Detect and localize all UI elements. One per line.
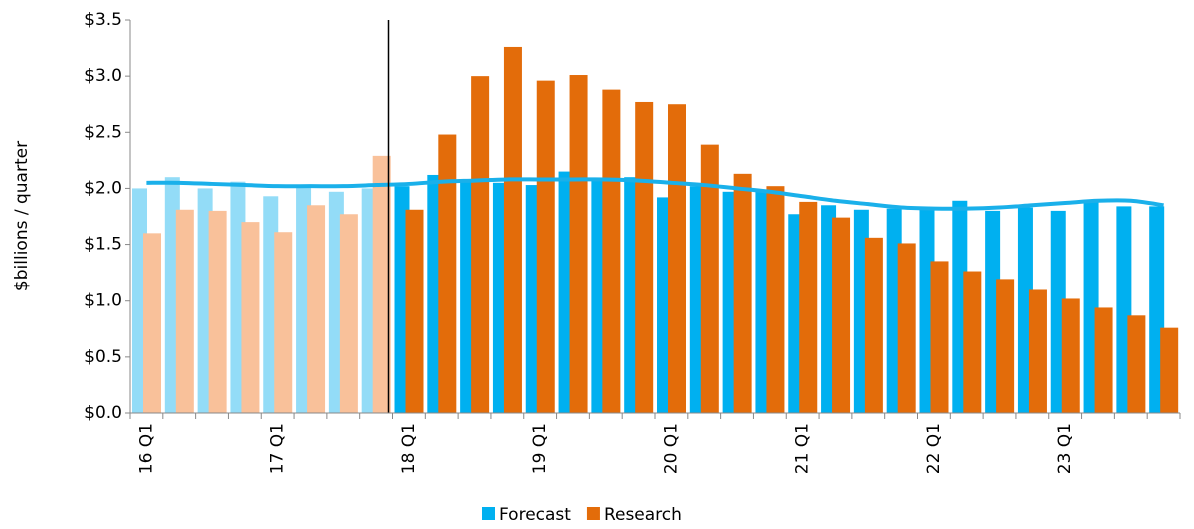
bar xyxy=(471,76,490,414)
trend-line xyxy=(146,177,1164,211)
bar xyxy=(339,214,358,413)
x-tick-label: 21 Q1 xyxy=(793,423,813,474)
bar xyxy=(700,144,719,413)
y-axis-label: $billions / quarter xyxy=(12,141,32,291)
y-tick-label: $2.5 xyxy=(84,122,122,142)
y-tick-label: $3.0 xyxy=(84,66,122,86)
bar xyxy=(897,243,916,413)
x-tick-label: 22 Q1 xyxy=(924,423,944,474)
bar xyxy=(766,186,785,413)
bar xyxy=(832,217,851,413)
bar xyxy=(372,155,391,413)
bar xyxy=(864,237,883,413)
bar xyxy=(1028,289,1047,413)
legend-swatch xyxy=(586,507,600,520)
y-tick-label: $0.5 xyxy=(84,347,122,367)
bar xyxy=(503,46,522,413)
x-tick-label: 23 Q1 xyxy=(1055,423,1075,474)
y-tick-label: $2.0 xyxy=(84,178,122,198)
legend-swatch xyxy=(482,507,495,520)
x-tick-label: 19 Q1 xyxy=(530,423,550,474)
bar xyxy=(733,173,752,413)
bar xyxy=(569,75,588,414)
bar xyxy=(438,134,457,413)
bar xyxy=(996,279,1015,413)
y-tick-label: $0.0 xyxy=(84,403,122,423)
bar xyxy=(143,233,161,413)
bar xyxy=(1094,307,1113,413)
bar xyxy=(1160,327,1179,413)
bar xyxy=(668,104,686,413)
x-tick-label: 17 Q1 xyxy=(268,423,288,474)
bar xyxy=(274,232,293,413)
x-tick-label: 18 Q1 xyxy=(399,423,419,474)
y-tick-label: $1.0 xyxy=(84,291,122,311)
bar xyxy=(241,222,260,413)
bar xyxy=(1061,298,1080,413)
legend-label: Research xyxy=(604,505,682,525)
bar xyxy=(405,209,424,413)
bar xyxy=(1127,315,1146,413)
y-tick-label: $1.5 xyxy=(84,235,122,255)
y-tick-label: $3.5 xyxy=(84,10,122,30)
x-tick-label: 16 Q1 xyxy=(136,423,156,474)
bar xyxy=(208,210,227,413)
bar xyxy=(963,271,982,413)
legend-label: Forecast xyxy=(499,505,571,525)
bar xyxy=(602,89,621,414)
bar xyxy=(930,261,949,413)
x-tick-label: 20 Q1 xyxy=(661,423,681,474)
bar xyxy=(175,209,194,413)
bar xyxy=(307,205,326,413)
bar xyxy=(635,101,654,414)
bar xyxy=(536,80,555,414)
bar xyxy=(799,201,818,413)
